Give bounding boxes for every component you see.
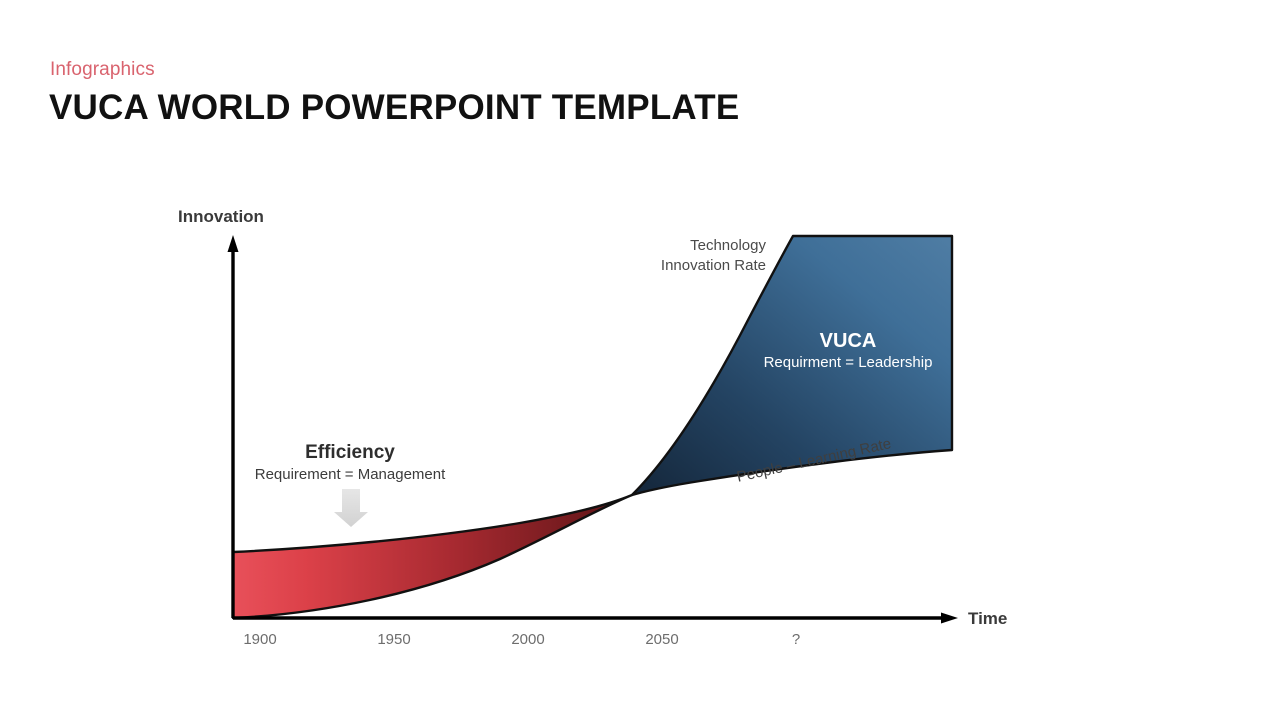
x-tick-2050: 2050 — [645, 631, 679, 648]
vuca-subtitle: Requirment = Leadership — [763, 354, 933, 371]
efficiency-subtitle: Requirement = Management — [254, 466, 446, 483]
y-axis-arrowhead — [227, 235, 239, 252]
x-tick-1950: 1950 — [377, 631, 411, 648]
eyebrow-label: Infographics — [50, 59, 155, 80]
x-tick-unknown: ? — [791, 631, 801, 648]
vuca-callout: VUCA Requirment = Leadership — [738, 329, 958, 373]
efficiency-callout: Efficiency Requirement = Management — [235, 441, 465, 485]
efficiency-region — [231, 493, 634, 620]
tech-rate-line-1: Technology — [690, 237, 766, 254]
efficiency-title: Efficiency — [305, 442, 395, 463]
vuca-region — [630, 234, 954, 497]
tech-rate-line-2: Innovation Rate — [660, 257, 766, 274]
vuca-title: VUCA — [819, 330, 877, 352]
down-arrow-icon — [334, 489, 368, 527]
x-axis-arrowhead — [941, 612, 958, 624]
x-axis-title: Time — [968, 609, 1008, 628]
y-axis-title: Innovation — [178, 207, 264, 226]
technology-innovation-rate-label: Technology Innovation Rate — [586, 236, 766, 276]
page-title: VUCA WORLD POWERPOINT TEMPLATE — [49, 88, 740, 127]
x-tick-2000: 2000 — [511, 631, 545, 648]
x-tick-1900: 1900 — [243, 631, 277, 648]
